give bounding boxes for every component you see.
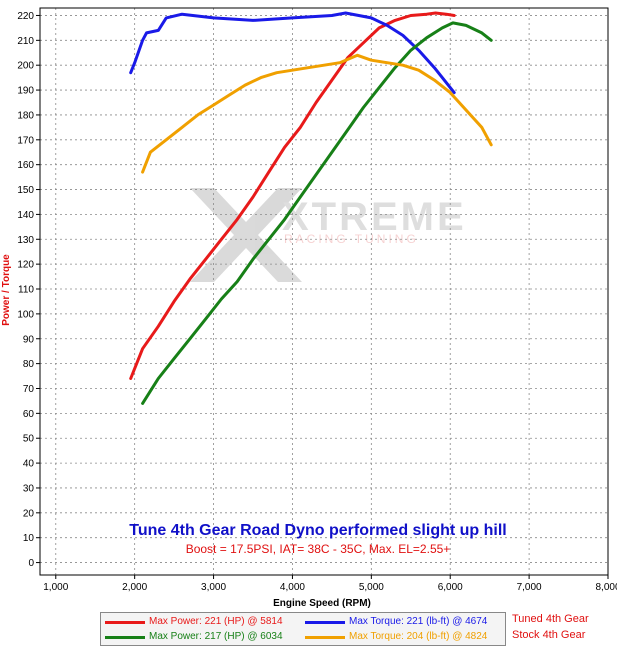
y-tick-label: 20: [23, 508, 35, 519]
y-tick-label: 160: [17, 160, 34, 171]
legend-swatch: [105, 621, 145, 624]
legend-label: Max Torque: 204 (lb-ft) @ 4824: [349, 631, 488, 642]
legend-item-stock-power: Max Power: 217 (HP) @ 6034: [101, 629, 301, 644]
legend-label: Max Power: 217 (HP) @ 6034: [149, 631, 283, 642]
y-tick-label: 50: [23, 434, 35, 445]
y-tick-label: 40: [23, 459, 35, 470]
legend-swatch: [105, 636, 145, 639]
x-tick-label: 7,000: [517, 582, 542, 593]
y-tick-label: 190: [17, 86, 34, 97]
x-tick-label: 5,000: [359, 582, 384, 593]
legend-label: Max Power: 221 (HP) @ 5814: [149, 616, 283, 627]
watermark-brand-sub: RACING TUNING: [284, 232, 419, 246]
legend-group-tuned: Tuned 4th Gear: [512, 613, 589, 625]
legend-label: Max Torque: 221 (lb-ft) @ 4674: [349, 616, 488, 627]
y-tick-label: 210: [17, 36, 34, 47]
y-tick-label: 100: [17, 309, 34, 320]
legend-item-stock-torque: Max Torque: 204 (lb-ft) @ 4824: [301, 629, 505, 644]
x-tick-label: 3,000: [201, 582, 226, 593]
watermark-brand-main: XTREME: [282, 195, 467, 239]
y-tick-label: 10: [23, 533, 35, 544]
y-tick-label: 110: [18, 285, 34, 296]
y-tick-label: 180: [17, 110, 34, 121]
series-line-3: [141, 53, 493, 174]
y-axis-ticks: 0 10 20 30 40 50 60 70 80 90 100 110 120 130 140 150 160…: [17, 11, 40, 569]
legend-group-stock: Stock 4th Gear: [512, 629, 586, 641]
y-tick-label: 140: [17, 210, 34, 221]
y-tick-label: 220: [17, 11, 34, 22]
x-tick-label: 8,000: [595, 582, 617, 593]
y-tick-label: 90: [23, 334, 35, 345]
plot-area: [39, 7, 609, 576]
y-tick-label: 120: [17, 260, 34, 271]
legend-swatch: [305, 636, 345, 639]
y-tick-label: 170: [17, 135, 34, 146]
legend-item-tuned-torque: Max Torque: 221 (lb-ft) @ 4674: [301, 614, 505, 629]
y-tick-label: 30: [23, 483, 35, 494]
chart-title: Tune 4th Gear Road Dyno performed slight…: [129, 522, 507, 539]
y-tick-label: 0: [28, 558, 34, 569]
xtreme-racing-tuning-watermark: XTREME RACING TUNING: [190, 188, 467, 282]
series-line-2: [141, 21, 493, 405]
series-lines: [129, 11, 493, 405]
y-tick-label: 80: [23, 359, 35, 370]
y-tick-label: 70: [23, 384, 35, 395]
series-line-0: [129, 11, 456, 380]
x-axis-title: Engine Speed (RPM): [273, 598, 371, 609]
chart-subtitle: Boost = 17.5PSI, IAT= 38C - 35C, Max. EL…: [186, 542, 451, 556]
x-tick-label: 2,000: [122, 582, 147, 593]
legend: Max Power: 221 (HP) @ 5814 Max Torque: 2…: [100, 612, 506, 646]
series-line-1: [129, 11, 456, 95]
y-tick-label: 60: [23, 409, 35, 420]
x-axis-ticks: 1,000 2,000 3,000 4,000 5,000 6,000 7,000 8,000: [43, 575, 617, 593]
x-tick-label: 1,000: [43, 582, 68, 593]
y-tick-label: 150: [17, 185, 34, 196]
x-tick-label: 6,000: [438, 582, 463, 593]
x-tick-label: 4,000: [280, 582, 305, 593]
y-tick-label: 200: [17, 61, 34, 72]
y-tick-label: 130: [17, 235, 34, 246]
y-axis-title: Power / Torque: [1, 254, 12, 326]
legend-item-tuned-power: Max Power: 221 (HP) @ 5814: [101, 614, 301, 629]
legend-swatch: [305, 621, 345, 624]
